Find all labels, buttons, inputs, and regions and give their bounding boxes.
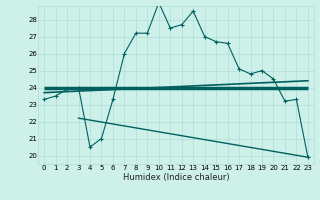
X-axis label: Humidex (Indice chaleur): Humidex (Indice chaleur) (123, 173, 229, 182)
